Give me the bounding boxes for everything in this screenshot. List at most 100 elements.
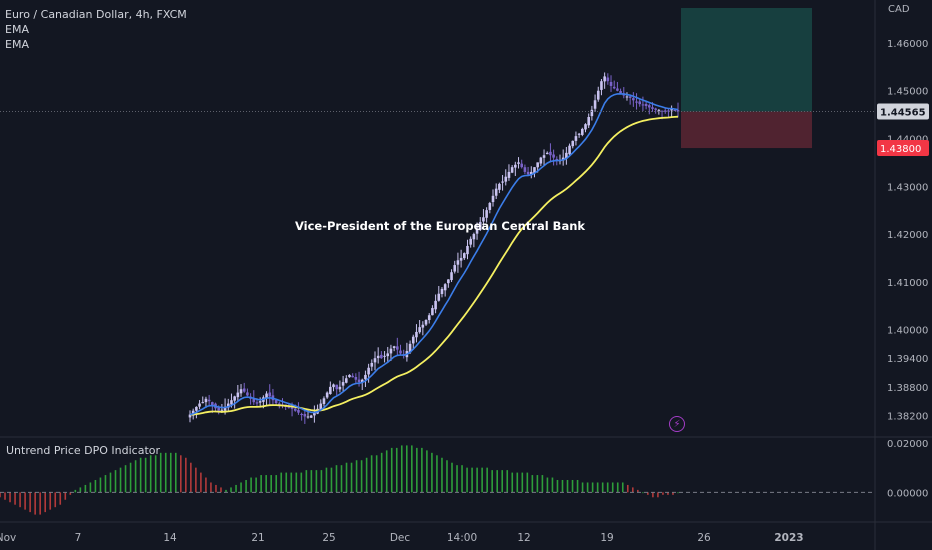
oscillator-bar: [461, 465, 463, 493]
oscillator-bar: [667, 492, 669, 495]
candle-body: [434, 300, 437, 310]
candle-body: [469, 238, 472, 245]
candle-body: [246, 392, 249, 396]
time-tick-label: 26: [697, 532, 711, 544]
candle-body: [380, 354, 383, 359]
candle-body: [329, 386, 332, 395]
candle-body: [488, 202, 492, 210]
oscillator-bar: [265, 475, 267, 493]
candle-body: [536, 162, 539, 168]
candle-body: [612, 86, 616, 89]
candle-body: [309, 415, 313, 418]
symbol-title[interactable]: Euro / Canadian Dollar, 4h, FXCM: [5, 8, 187, 21]
candle-body: [239, 389, 243, 394]
oscillator-bar: [300, 472, 303, 493]
oscillator-bar: [626, 484, 629, 493]
candle-body: [242, 388, 246, 392]
candle-body: [440, 288, 444, 294]
ema-slow-label[interactable]: EMA: [5, 38, 29, 51]
oscillator-bar: [275, 475, 278, 493]
candle-body: [348, 374, 351, 378]
oscillator-bar: [526, 472, 529, 493]
oscillator-bar: [174, 452, 177, 493]
oscillator-bar: [9, 492, 11, 503]
time-tick-label: 14:00: [447, 532, 477, 544]
candle-body: [584, 124, 587, 130]
oscillator-bar: [566, 480, 569, 493]
price-tick-label: 1.42000: [887, 230, 928, 241]
candle-body: [293, 408, 297, 411]
candle-body: [223, 406, 227, 411]
oscillator-bar: [285, 472, 288, 493]
oscillator-tick-label: 0.02000: [887, 439, 928, 450]
time-tick-label: 7: [75, 532, 82, 544]
candle-body: [619, 91, 622, 94]
ema-fast-label[interactable]: EMA: [5, 23, 29, 36]
candle-body: [673, 110, 677, 112]
candle-body: [201, 402, 205, 404]
oscillator-title[interactable]: Untrend Price DPO Indicator: [6, 444, 161, 457]
candle-body: [657, 109, 661, 111]
candle-body: [258, 401, 262, 403]
candle-body: [396, 346, 399, 350]
oscillator-bar: [94, 480, 97, 493]
candle-body: [670, 108, 673, 111]
candle-body: [217, 407, 221, 411]
oscillator-bar: [210, 482, 212, 493]
oscillator-bar: [360, 460, 363, 493]
oscillator-bar: [601, 482, 604, 493]
price-tick-label: 1.44000: [887, 135, 928, 146]
price-tick-label: 1.38800: [887, 383, 928, 394]
oscillator-bar: [375, 455, 378, 493]
candle-body: [638, 101, 642, 105]
oscillator-bar: [476, 467, 478, 493]
oscillator-bar: [662, 492, 664, 495]
candle-body: [625, 96, 629, 98]
time-tick-label: 2023: [774, 532, 803, 544]
time-tick-label: 12: [517, 532, 530, 544]
oscillator-bar: [677, 492, 679, 494]
oscillator-bar: [642, 492, 644, 494]
candle-body: [437, 293, 441, 301]
candle-body: [523, 167, 527, 172]
oscillator-bar: [491, 470, 493, 493]
oscillator-bar: [154, 455, 157, 493]
candle-body: [344, 378, 348, 383]
oscillator-bar: [190, 462, 192, 493]
oscillator-bar: [24, 492, 26, 510]
oscillator-bar: [315, 470, 318, 493]
oscillator-bar: [657, 492, 659, 498]
candle-body: [392, 346, 396, 349]
oscillator-bar: [516, 472, 519, 493]
oscillator-bar: [370, 455, 373, 493]
oscillator-bar: [260, 475, 262, 493]
ema-fast-line: [189, 92, 679, 416]
oscillator-bar: [290, 472, 293, 493]
candle-body: [647, 105, 651, 108]
oscillator-bar: [416, 447, 418, 493]
oscillator-bar: [44, 492, 46, 513]
candle-body: [233, 396, 236, 401]
oscillator-bar: [596, 482, 599, 493]
candle-body: [494, 188, 498, 196]
candle-body: [466, 245, 469, 255]
oscillator-bar: [29, 492, 31, 513]
news-annotation[interactable]: Vice-President of the European Central B…: [295, 219, 585, 233]
candle-body: [255, 402, 259, 404]
oscillator-bar: [541, 475, 544, 493]
candle-body: [399, 350, 402, 354]
price-tick-label: 1.41000: [887, 278, 928, 289]
candle-body: [456, 260, 460, 265]
candle-body: [482, 217, 485, 222]
candle-body: [376, 355, 380, 359]
oscillator-bar: [481, 467, 483, 493]
oscillator-bar: [571, 480, 574, 493]
candle-body: [526, 171, 530, 175]
candle-body: [268, 392, 272, 397]
current-price-label: 1.44565: [880, 108, 926, 119]
oscillator-bar: [310, 470, 313, 493]
oscillator-bar: [99, 477, 102, 493]
lightning-icon[interactable]: ⚡: [669, 416, 685, 432]
candle-body: [565, 152, 568, 159]
